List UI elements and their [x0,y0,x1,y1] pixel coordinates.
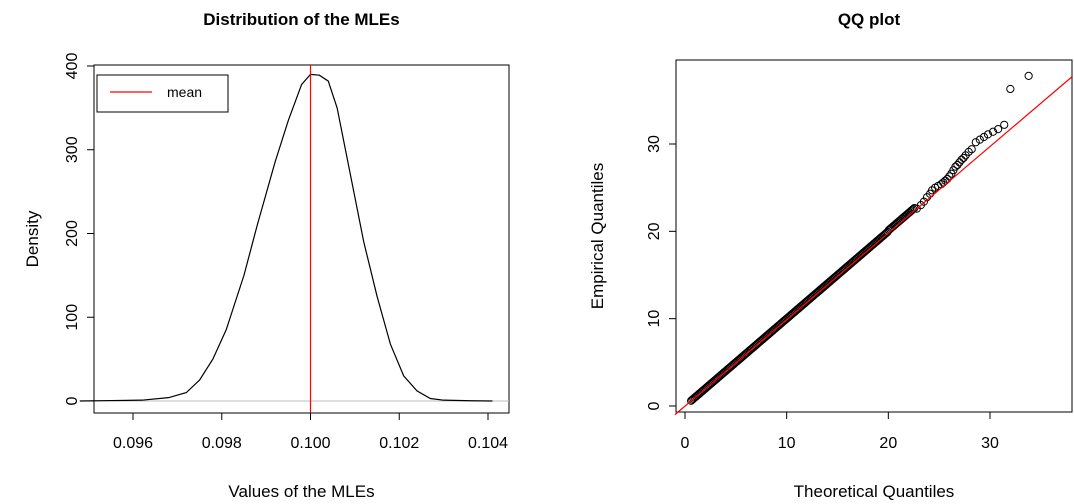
density-x-tick-label: 0.098 [202,435,242,452]
density-x-tick-label: 0.096 [113,435,153,452]
qq-y-axis: 0 10 20 30 [646,135,677,410]
density-y-axis: 0 100 200 300 400 [64,53,94,405]
qq-point [953,160,962,170]
qq-x-tick-label: 10 [778,435,796,452]
density-y-tick-label: 100 [64,304,81,331]
qq-x-tick-label: 20 [879,435,897,452]
qq-y-tick-label: 20 [646,222,663,240]
qq-chart-title: QQ plot [838,10,901,29]
density-y-tick-label: 200 [64,220,81,247]
density-x-axis-label: Values of the MLEs [228,482,374,501]
qq-x-tick-label: 30 [981,435,999,452]
density-chart: Distribution of the MLEs 0.096 0.098 0.100… [23,10,510,501]
qq-point [957,155,966,164]
density-chart-title: Distribution of the MLEs [203,10,399,29]
legend-mean-label: mean [167,84,202,100]
qq-point [945,172,954,181]
qq-reference-line [674,76,1073,416]
density-y-tick-label: 400 [64,53,81,80]
qq-point [1024,71,1033,80]
qq-chart: QQ plot 0 10 20 30 0 10 20 30 Theoretical Quan… [588,10,1073,501]
qq-point [994,125,1003,134]
qq-point [959,153,968,163]
qq-point [975,135,984,144]
density-x-tick-label: 0.102 [379,435,419,452]
qq-point [988,127,998,136]
qq-y-axis-label: Empirical Quantiles [588,163,607,309]
density-y-axis-label: Density [23,210,42,267]
density-y-tick-label: 0 [64,396,81,405]
qq-point [979,132,989,142]
qq-y-tick-label: 30 [646,135,663,153]
density-x-tick-label: 0.104 [468,435,508,452]
density-x-axis: 0.096 0.098 0.100 0.102 0.104 [113,412,508,452]
density-curve [79,73,493,402]
qq-y-tick-label: 0 [646,401,663,410]
qq-points [687,71,1033,405]
qq-point [1000,120,1009,129]
qq-x-axis: 0 10 20 30 [681,411,999,452]
qq-x-axis-label: Theoretical Quantiles [794,482,955,501]
qq-y-tick-label: 10 [646,310,663,328]
density-legend: mean [96,74,229,113]
density-x-tick-label: 0.100 [290,435,330,452]
qq-x-tick-label: 0 [681,435,690,452]
qq-point [971,138,980,147]
density-y-tick-label: 300 [64,136,81,163]
qq-point [951,162,960,171]
qq-point [983,130,993,139]
qq-point [967,145,976,154]
qq-point [955,158,964,167]
legend-box [96,74,229,113]
density-plot-frame [93,64,510,414]
qq-point [1006,84,1015,94]
